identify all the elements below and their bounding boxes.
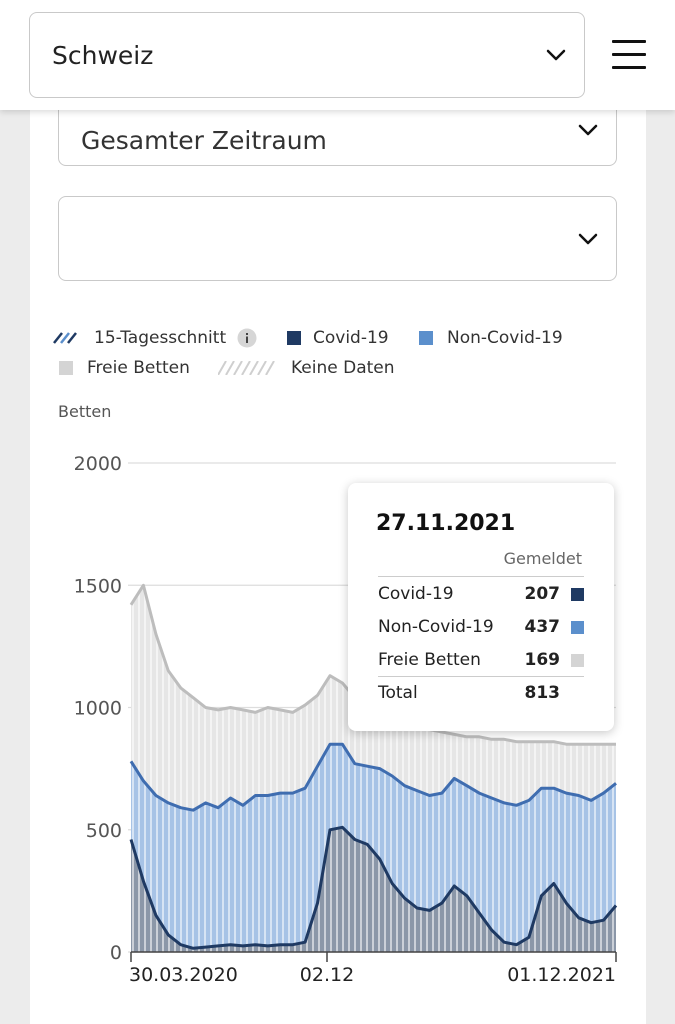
legend-label-non-covid: Non-Covid-19 xyxy=(447,328,563,348)
y-tick-label: 2000 xyxy=(74,453,122,475)
top-bar: Schweiz xyxy=(0,0,675,110)
y-tick-label: 500 xyxy=(86,820,122,842)
tooltip-column-header: Gemeldet xyxy=(503,549,582,568)
tooltip-value: 437 xyxy=(524,617,561,637)
tooltip-value: 169 xyxy=(524,650,561,670)
tooltip-label: Non-Covid-19 xyxy=(378,617,494,637)
tooltip-label: Covid-19 xyxy=(378,584,454,604)
region-select-value: Schweiz xyxy=(52,40,154,70)
tooltip-swatch xyxy=(571,588,584,601)
chart-tooltip: 27.11.2021 Gemeldet Covid-19 207 Non-Cov… xyxy=(348,483,614,731)
legend-swatch-free-beds xyxy=(59,361,73,375)
x-tick-label: 01.12.2021 xyxy=(507,964,616,986)
region-select[interactable]: Schweiz xyxy=(29,12,585,98)
legend-label-no-data: Keine Daten xyxy=(291,358,395,378)
tooltip-swatch xyxy=(571,654,584,667)
third-select[interactable] xyxy=(58,196,617,281)
tooltip-row-total: Total 813 xyxy=(378,677,584,709)
x-tick-label: 02.12 xyxy=(300,964,354,986)
tooltip-row-covid: Covid-19 207 xyxy=(378,578,584,610)
info-icon[interactable] xyxy=(237,328,257,348)
chevron-down-icon xyxy=(546,49,566,61)
legend-label-covid: Covid-19 xyxy=(313,328,389,348)
line-non-covid-19 xyxy=(129,742,617,812)
y-tick-label: 1500 xyxy=(74,575,122,597)
tooltip-label: Total xyxy=(378,683,418,703)
legend-label-average: 15-Tagesschnitt xyxy=(94,328,227,348)
tooltip-row-free-beds: Freie Betten 169 xyxy=(378,644,584,676)
tooltip-divider xyxy=(378,676,584,677)
x-tick-label: 30.03.2020 xyxy=(129,964,238,986)
legend-swatch-covid xyxy=(287,331,301,345)
chevron-down-icon xyxy=(578,124,598,136)
y-tick-label: 1000 xyxy=(74,698,122,720)
tooltip-divider xyxy=(378,576,584,577)
y-axis-label: Betten xyxy=(58,402,112,421)
tooltip-row-non-covid: Non-Covid-19 437 xyxy=(378,611,584,643)
chevron-down-icon xyxy=(578,233,598,244)
beds-area-chart[interactable]: 2000 1500 1000 500 0 30.03.2020 02.12 01.12.20… xyxy=(0,440,675,1000)
tooltip-value: 813 xyxy=(524,683,561,703)
tooltip-value: 207 xyxy=(524,584,561,604)
line-covid-19 xyxy=(129,825,618,950)
tooltip-swatch xyxy=(571,621,584,634)
average-lines-icon xyxy=(53,332,77,344)
hamburger-menu-icon[interactable] xyxy=(612,40,646,70)
tooltip-date: 27.11.2021 xyxy=(376,511,516,536)
period-select-value: Gesamter Zeitraum xyxy=(81,125,327,155)
legend-swatch-non-covid xyxy=(419,331,433,345)
y-tick-label: 0 xyxy=(110,942,122,964)
hatch-pattern-icon xyxy=(218,361,275,375)
legend-label-free-beds: Freie Betten xyxy=(87,358,190,378)
tooltip-label: Freie Betten xyxy=(378,650,481,670)
